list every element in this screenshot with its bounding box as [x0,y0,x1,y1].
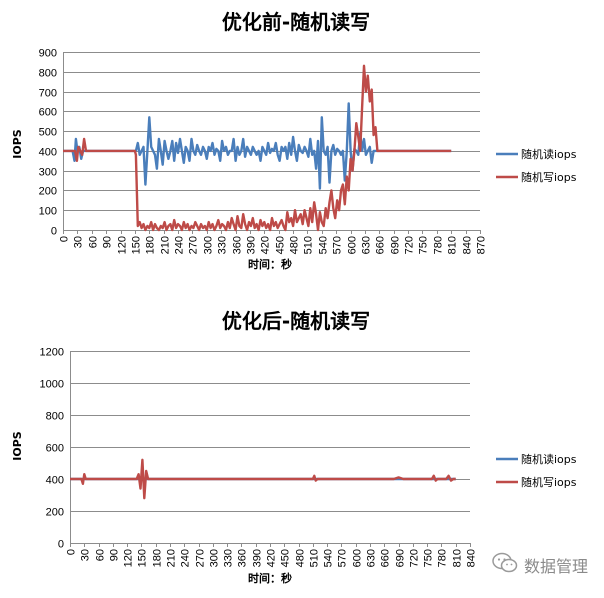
x-tick-label: 60 [88,236,100,248]
x-tick-label: 780 [433,236,445,254]
y-axis-title: IOPS [11,129,24,159]
x-tick-label: 570 [337,549,349,567]
x-tick-label: 270 [195,549,207,567]
y-axis-title: IOPS [11,431,24,461]
x-tick-label: 690 [395,549,407,567]
series-line-0 [63,102,452,190]
x-tick-label: 600 [347,236,359,254]
x-tick-label: 390 [246,236,258,254]
x-tick-label: 180 [145,236,157,254]
x-tick-label: 750 [418,236,430,254]
x-tick-label: 780 [437,549,449,567]
x-tick-label: 480 [295,549,307,567]
x-tick-label: 270 [188,236,200,254]
x-tick-label: 720 [404,236,416,254]
y-tick-label: 800 [39,68,57,80]
x-tick-label: 480 [289,236,301,254]
series-line-1 [63,64,452,232]
legend: 随机读iops 随机写iops [496,452,577,489]
x-tick-label: 240 [180,549,192,567]
x-axis-title: 时间：秒 [248,571,292,585]
x-tick-label: 840 [462,236,474,254]
x-tick-label: 90 [102,236,114,248]
chart-after-optimization: 优化后-随机读写 IOPS 时间：秒 020040060080010001200… [11,309,577,585]
y-tick-label: 600 [46,443,64,455]
x-tick-label: 630 [361,236,373,254]
x-tick-label: 300 [203,236,215,254]
x-tick-label: 540 [318,236,330,254]
x-axis-title: 时间：秒 [248,257,292,271]
x-tick-label: 450 [275,236,287,254]
x-tick-label: 630 [366,549,378,567]
x-tick-label: 360 [232,236,244,254]
series-line-1 [70,458,456,500]
wechat-icon [492,552,518,578]
y-tick-label: 1200 [40,347,64,359]
x-tick-label: 840 [466,549,478,567]
watermark-text: 数据管理 [523,557,588,576]
y-tick-label: 600 [39,107,57,119]
y-tick-label: 200 [46,507,64,519]
x-tick-label: 390 [252,549,264,567]
x-tick-label: 600 [352,549,364,567]
x-tick-label: 0 [59,236,71,242]
x-tick-label: 330 [223,549,235,567]
x-tick-label: 210 [166,549,178,567]
x-tick-label: 0 [66,549,78,555]
legend-label: 随机读iops [521,147,577,161]
x-tick-label: 540 [323,549,335,567]
x-tick-label: 240 [174,236,186,254]
x-tick-label: 330 [217,236,229,254]
legend-label: 随机写iops [521,170,577,184]
x-tick-label: 300 [209,549,221,567]
x-tick-label: 660 [375,236,387,254]
legend-label: 随机读iops [521,452,577,466]
x-tick-label: 810 [447,236,459,254]
watermark: 数据管理 [492,552,588,578]
x-tick-label: 810 [452,549,464,567]
chart-before-optimization: 优化前-随机读写 IOPS 时间：秒 010020030040050060070… [11,10,577,271]
y-tick-label: 700 [39,88,57,100]
x-tick-label: 510 [309,549,321,567]
x-tick-label: 150 [137,549,149,567]
x-tick-label: 30 [73,236,85,248]
x-tick-label: 720 [409,549,421,567]
x-tick-label: 450 [280,549,292,567]
x-tick-label: 750 [423,549,435,567]
x-tick-label: 180 [152,549,164,567]
y-tick-label: 300 [39,167,57,179]
x-tick-label: 150 [131,236,143,254]
x-tick-label: 120 [117,236,129,254]
x-tick-label: 420 [266,549,278,567]
y-tick-label: 0 [58,539,64,551]
y-tick-label: 400 [46,475,64,487]
x-tick-label: 870 [476,236,488,254]
x-tick-label: 360 [237,549,249,567]
chart-title: 优化前-随机读写 [222,10,370,34]
legend-label: 随机写iops [521,475,577,489]
chart-title: 优化后-随机读写 [222,309,370,333]
x-tick-label: 60 [95,549,107,561]
y-tick-label: 400 [39,147,57,159]
y-tick-label: 900 [39,48,57,60]
x-tick-label: 420 [260,236,272,254]
legend: 随机读iops 随机写iops [496,147,577,184]
y-tick-label: 800 [46,411,64,423]
y-tick-label: 200 [39,186,57,198]
y-tick-label: 1000 [40,379,64,391]
x-tick-label: 210 [160,236,172,254]
x-tick-label: 690 [390,236,402,254]
x-tick-label: 30 [80,549,92,561]
y-tick-label: 0 [51,226,57,238]
y-tick-label: 500 [39,127,57,139]
x-tick-label: 660 [380,549,392,567]
x-tick-label: 120 [123,549,135,567]
x-tick-label: 510 [303,236,315,254]
x-tick-label: 90 [109,549,121,561]
y-tick-label: 100 [39,206,57,218]
x-tick-label: 570 [332,236,344,254]
